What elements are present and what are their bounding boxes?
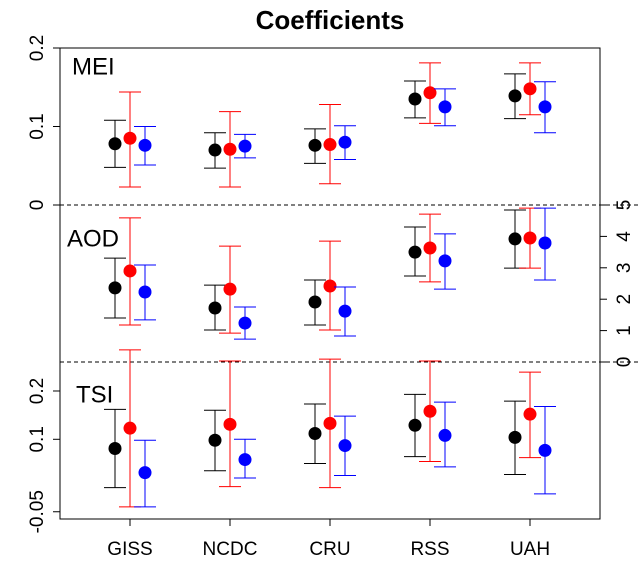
y-tick-label: 0.2 [27, 378, 48, 404]
point [308, 295, 322, 309]
point [438, 254, 452, 268]
point [523, 407, 537, 421]
point [308, 138, 322, 152]
point [423, 86, 437, 100]
point [408, 92, 422, 106]
point [538, 236, 552, 250]
point [438, 428, 452, 442]
y-tick-label: 0.1 [27, 426, 48, 452]
point [138, 466, 152, 480]
y-tick-label: 1 [614, 325, 635, 336]
point [338, 304, 352, 318]
point [108, 137, 122, 151]
point [123, 421, 137, 435]
point [238, 316, 252, 330]
point [338, 135, 352, 149]
point [223, 282, 237, 296]
x-tick-label: UAH [510, 539, 550, 560]
point [508, 430, 522, 444]
point [323, 279, 337, 293]
y-tick-label: 0.2 [27, 35, 48, 61]
point [208, 301, 222, 315]
point [338, 439, 352, 453]
point [108, 441, 122, 455]
point [323, 138, 337, 152]
point [508, 89, 522, 103]
point [523, 82, 537, 96]
point [238, 139, 252, 153]
x-tick-label: RSS [410, 539, 449, 560]
point [308, 426, 322, 440]
point [208, 433, 222, 447]
point [423, 404, 437, 418]
point [123, 131, 137, 145]
x-tick-label: GISS [107, 539, 152, 560]
point [123, 264, 137, 278]
point [408, 418, 422, 432]
point [223, 142, 237, 156]
y-tick-label: 4 [614, 231, 635, 242]
y-tick-label: 0.1 [27, 113, 48, 139]
point [538, 100, 552, 114]
point [508, 232, 522, 246]
y-tick-label: 5 [614, 200, 635, 211]
x-tick-label: NCDC [203, 539, 258, 560]
point [408, 245, 422, 259]
point [538, 443, 552, 457]
point [323, 416, 337, 430]
point [438, 100, 452, 114]
y-tick-label: 0 [27, 200, 48, 211]
point [138, 285, 152, 299]
panel-label: AOD [67, 225, 119, 252]
point [238, 453, 252, 467]
y-tick-label: 2 [614, 294, 635, 305]
point [223, 417, 237, 431]
chart-title: Coefficients [256, 5, 405, 35]
y-tick-label: -0.05 [27, 490, 48, 533]
panel-label: TSI [76, 381, 113, 408]
point [208, 143, 222, 157]
point [108, 281, 122, 295]
y-tick-label: 3 [614, 263, 635, 274]
x-tick-label: CRU [309, 539, 350, 560]
point [423, 241, 437, 255]
panel-label: MEI [72, 53, 115, 80]
point [523, 231, 537, 245]
y-tick-label: 0 [614, 357, 635, 368]
point [138, 138, 152, 152]
